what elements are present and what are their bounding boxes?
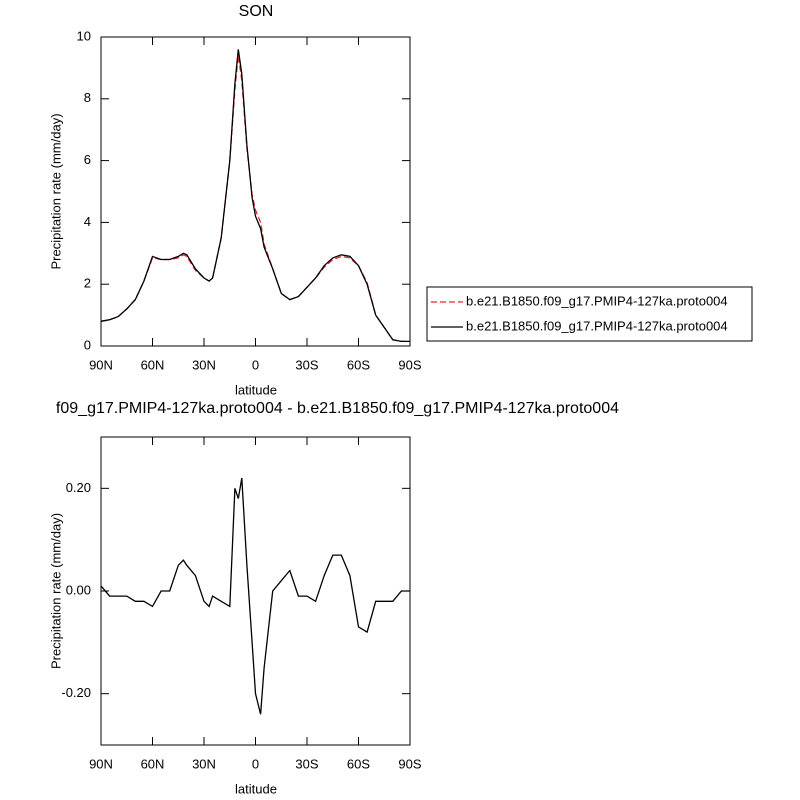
y-tick-label: 2 [84, 276, 91, 291]
y-tick-label: 8 [84, 90, 91, 105]
x-tick-label: 90N [89, 756, 113, 771]
x-tick-label: 90S [398, 756, 421, 771]
chart-title: SON [239, 3, 274, 20]
plot-frame [100, 436, 411, 746]
plot-frame [100, 36, 411, 347]
x-tick-label: 30N [192, 756, 216, 771]
y-tick-label: -0.20 [61, 685, 91, 700]
y-tick-label: 10 [77, 28, 91, 43]
x-axis-label: latitude [235, 382, 277, 397]
legend-label: b.e21.B1850.f09_g17.PMIP4-127ka.proto004 [466, 318, 728, 333]
data-line [100, 49, 410, 343]
x-tick-label: 90N [89, 357, 113, 372]
x-tick-label: 60S [347, 756, 370, 771]
legend-label: b.e21.B1850.f09_g17.PMIP4-127ka.proto004 [466, 293, 728, 308]
x-tick-label: 60S [347, 357, 370, 372]
y-tick-label: 0.20 [66, 480, 91, 495]
data-line [100, 477, 410, 715]
data-line [100, 55, 410, 343]
y-tick-label: 0 [84, 337, 91, 352]
x-tick-label: 30N [192, 357, 216, 372]
y-axis-label: Precipitation rate (mm/day) [48, 113, 63, 269]
y-tick-label: 6 [84, 152, 91, 167]
x-tick-label: 60N [141, 357, 165, 372]
x-tick-label: 0 [252, 357, 259, 372]
x-tick-label: 60N [141, 756, 165, 771]
x-tick-label: 30S [295, 357, 318, 372]
x-tick-label: 30S [295, 756, 318, 771]
x-axis-label: latitude [235, 781, 277, 796]
legend-box [426, 286, 753, 342]
x-tick-label: 0 [252, 756, 259, 771]
y-tick-label: 0.00 [66, 582, 91, 597]
chart-title: f09_g17.PMIP4-127ka.proto004 - b.e21.B18… [56, 400, 619, 417]
y-tick-label: 4 [84, 214, 91, 229]
x-tick-label: 90S [398, 357, 421, 372]
y-axis-label: Precipitation rate (mm/day) [48, 513, 63, 669]
